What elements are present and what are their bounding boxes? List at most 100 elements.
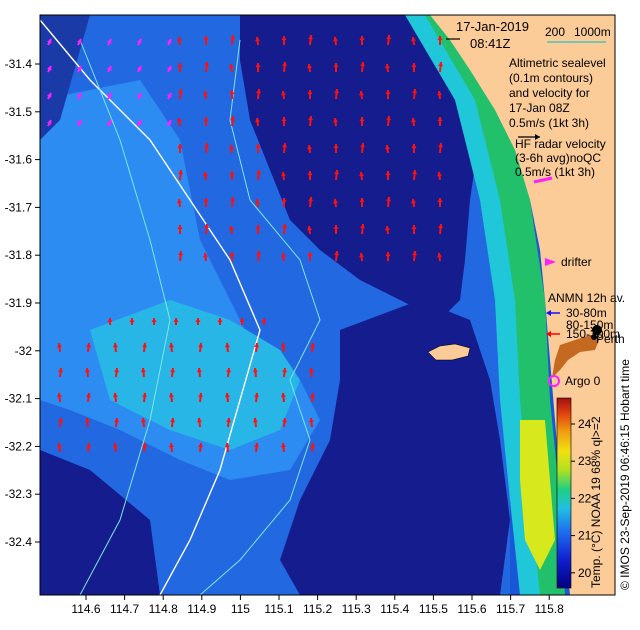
altimetry-line-3: and velocity for [509,86,590,100]
velocity-arrowhead [386,35,392,40]
x-axis: 114.6 114.7 114.8 114.9 115 115.1 115.2 115.3 11… [71,595,564,616]
velocity-arrowhead [360,143,366,148]
velocity-arrowhead [359,117,365,121]
velocity-arrowhead [106,120,112,125]
velocity-arrowhead [178,251,184,256]
velocity-arrowhead [76,93,82,98]
velocity-arrowhead [76,66,82,71]
velocity-arrowhead [385,90,391,94]
velocity-arrowhead [129,318,135,322]
contour-west [79,39,171,595]
x-tick-label: 114.7 [110,602,139,616]
velocity-arrowhead [178,89,184,94]
velocity-arrowhead [106,93,112,98]
velocity-arrowhead [114,368,120,373]
velocity-arrowhead [196,368,202,373]
velocity-arrowhead [255,199,260,204]
hf-radar-line-2: (3-6h avg)noQC [515,151,601,165]
velocity-arrowhead [229,90,235,94]
velocity-arrowhead [255,144,261,148]
velocity-arrowhead [58,418,64,423]
velocity-arrowhead [359,172,364,177]
x-tick-label: 115.7 [496,602,525,616]
velocity-arrowhead [195,318,201,322]
y-tick-label: -31.6 [5,153,33,167]
velocity-arrowhead [333,118,338,123]
velocity-arrowhead [281,253,286,258]
velocity-arrowhead [412,89,418,94]
velocity-arrowhead [217,318,223,322]
velocity-arrowhead [168,393,174,398]
x-tick-label: 115.4 [380,602,409,616]
velocity-arrowhead [151,318,157,322]
velocity-arrowhead [170,418,176,423]
credit-text: © IMOS 23-Sep-2019 06:46:15 Hobart time [618,359,632,590]
velocity-arrowhead [359,253,364,258]
velocity-arrowhead [166,39,172,44]
velocity-arrowhead [307,171,313,175]
velocity-arrowhead [76,120,82,125]
velocity-arrowhead [437,198,443,202]
velocity-arrowhead [254,443,260,448]
velocity-arrowhead [437,36,443,40]
velocity-arrowhead [56,393,62,398]
velocity-arrowhead [112,393,118,398]
velocity-arrowhead [411,63,417,67]
velocity-arrowhead [198,393,204,398]
velocity-arrowhead [58,368,64,373]
velocity-arrowhead [229,252,235,256]
velocity-arrowhead [142,443,148,448]
velocity-arrowhead [280,343,286,348]
velocity-arrowhead [173,318,179,322]
velocity-arrowhead [136,93,142,98]
altimetry-line-1: Altimetric sealevel [509,56,606,70]
velocity-arrowhead [437,117,443,121]
anmn-title: ANMN 12h av. [548,291,625,305]
colorbar-title: Temp. (°C) NOAA 19 68% ql>=2 [589,416,603,588]
velocity-arrowhead [46,66,52,71]
velocity-arrowhead [252,368,258,373]
colorbar-tick-label: 23 [578,454,592,468]
y-tick-label: -32.2 [5,439,33,453]
colorbar-tick-label: 22 [578,491,592,505]
velocity-arrowhead [204,224,210,229]
velocity-arrowhead [307,90,313,94]
velocity-arrowhead [333,63,339,67]
deep-navy-sw [40,450,160,595]
cyan-patch [90,300,300,450]
velocity-arrowhead [308,418,314,423]
velocity-arrowhead [142,343,148,348]
argo-marker [548,375,560,387]
velocity-arrowhead [359,198,365,202]
velocity-arrowhead [107,318,113,322]
velocity-arrowhead [385,145,390,150]
velocity-arrowhead [282,368,288,373]
velocity-arrowhead [438,62,444,67]
velocity-arrowhead [229,145,234,150]
velocity-arrowhead [142,393,148,398]
x-tick-label: 114.6 [71,602,100,616]
y-tick-label: -32.3 [5,487,33,501]
altimetry-line-2: (0.1m contours) [509,71,593,85]
velocity-arrowhead [282,62,288,67]
x-tick-label: 115.8 [535,602,564,616]
contour-1000m [199,39,321,595]
drifter-label: drifter [561,255,592,269]
x-tick-label: 115.3 [342,602,371,616]
velocity-arrowhead [255,225,261,229]
x-tick-label: 114.9 [187,602,216,616]
velocity-arrowhead [282,224,288,229]
velocity-arrowhead [203,253,208,258]
header-time: 08:41Z [470,36,511,51]
navy-south [280,300,510,595]
colorbar-tick-label: 24 [578,417,592,431]
velocity-arrowhead [86,393,92,398]
drifter-marker [545,258,556,266]
velocity-arrowhead [177,199,182,204]
argo-label: Argo 0 [565,374,601,388]
velocity-arrowhead [333,37,338,42]
swan-river [552,335,600,378]
altimetry-scale: 0.5m/s (1kt 3h) [509,116,589,130]
velocity-arrowhead [438,224,444,229]
perth-marker [592,325,602,335]
